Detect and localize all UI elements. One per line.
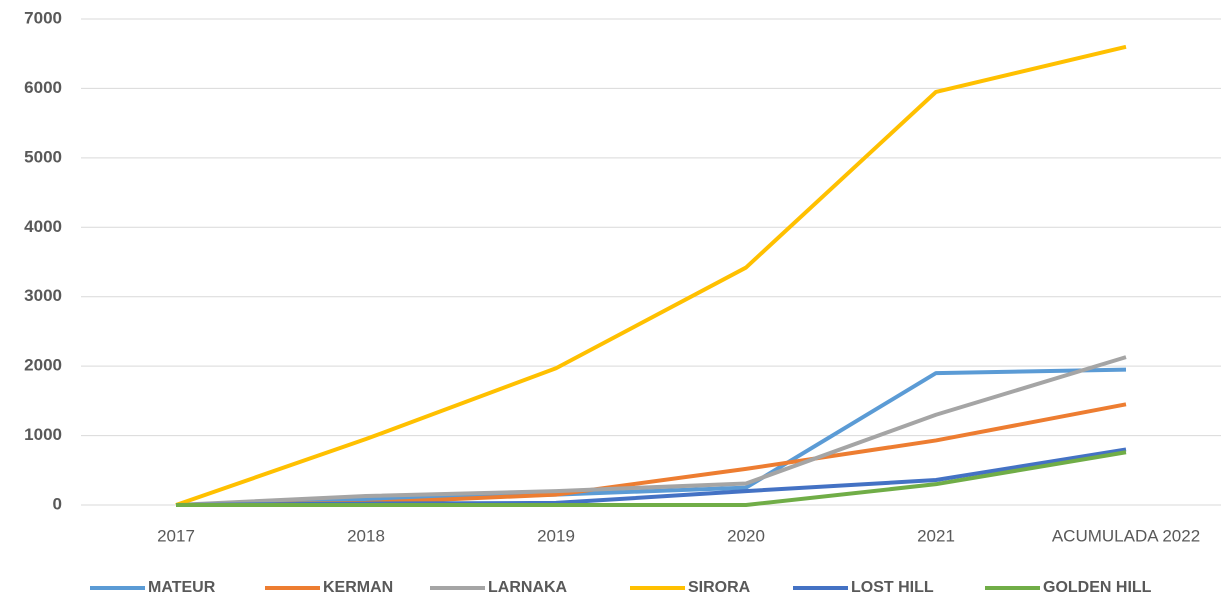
x-tick-label: 2017: [157, 526, 195, 545]
y-tick-label: 5000: [24, 147, 62, 166]
legend-label: SIRORA: [688, 579, 751, 596]
series-line: [175, 367, 1127, 507]
y-tick-label: 7000: [24, 8, 62, 27]
series-line: [175, 44, 1127, 507]
y-tick-label: 3000: [24, 286, 62, 305]
x-tick-label: ACUMULADA 2022: [1052, 526, 1200, 545]
x-tick-label: 2021: [917, 526, 955, 545]
legend-label: LOST HILL: [851, 579, 934, 596]
y-tick-label: 6000: [24, 78, 62, 97]
legend-label: MATEUR: [148, 579, 216, 596]
y-tick-label: 2000: [24, 356, 62, 375]
y-tick-label: 4000: [24, 217, 62, 236]
legend-label: LARNAKA: [488, 579, 568, 596]
legend-label: GOLDEN HILL: [1043, 579, 1152, 596]
x-tick-label: 2019: [537, 526, 575, 545]
legend-label: KERMAN: [323, 579, 393, 596]
series-line: [176, 450, 1127, 507]
x-tick-label: 2020: [727, 526, 765, 545]
series-line: [175, 355, 1127, 507]
y-tick-label: 0: [53, 494, 62, 513]
x-tick-label: 2018: [347, 526, 385, 545]
y-tick-label: 1000: [24, 425, 62, 444]
